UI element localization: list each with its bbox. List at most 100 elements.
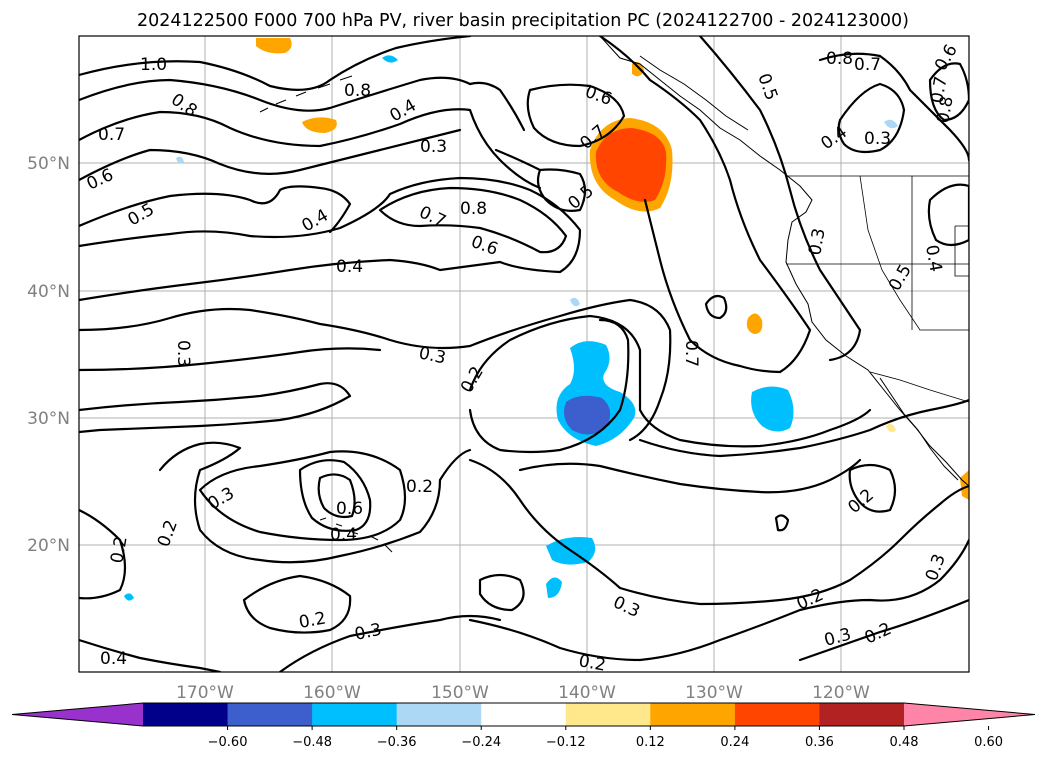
contour-line <box>79 347 382 372</box>
contour-line <box>704 294 728 320</box>
positive-anomaly-small1 <box>746 313 763 334</box>
contour-label: 0.8 <box>933 95 957 125</box>
colorbar-tick-label: 0.48 <box>890 735 919 750</box>
colorbar-extend-low <box>12 703 143 726</box>
contour-line <box>278 614 502 672</box>
contour-line <box>158 441 472 564</box>
contour-line <box>79 382 352 434</box>
map-background <box>79 36 969 672</box>
contour-line <box>198 450 407 542</box>
lon-label: 160°W <box>303 683 361 703</box>
contour-line <box>468 81 542 172</box>
colorbar-tick-label: 0.36 <box>805 735 834 750</box>
contour-line <box>79 508 127 600</box>
contour-line <box>79 76 472 112</box>
colorbar: −0.60 −0.48 −0.36 −0.24 −0.12 0.12 0.24 0.36 0.4… <box>11 702 1036 750</box>
contour-label: 0.8 <box>344 81 371 101</box>
contour-label: 0.4 <box>100 649 127 669</box>
colorbar-segment <box>565 703 651 726</box>
contour-line <box>79 185 352 234</box>
lon-label: 120°W <box>812 683 870 703</box>
contour-line <box>526 83 626 148</box>
colorbar-tick-label: −0.60 <box>208 735 248 750</box>
aleutian-islands <box>259 75 353 113</box>
contour-line <box>317 473 356 519</box>
colorbar-tick-label: −0.24 <box>461 735 501 750</box>
contour-line <box>242 574 352 634</box>
map-title: 2024122500 F000 700 hPa PV, river basin … <box>137 11 909 31</box>
contour-label: 0.3 <box>420 137 447 157</box>
contour-line <box>518 458 862 494</box>
contour-line <box>79 176 582 274</box>
contour-line <box>79 258 502 302</box>
colorbar-segment <box>227 703 313 726</box>
contour-line <box>378 186 568 254</box>
negative-anomaly-small4 <box>570 297 580 307</box>
contour-label: 0.4 <box>336 257 363 277</box>
colorbar-outline <box>11 702 1036 727</box>
contour-line <box>478 573 525 612</box>
contour-label: 0.7 <box>681 340 701 367</box>
lon-label: 130°W <box>685 683 743 703</box>
contour-label: 0.2 <box>297 609 327 633</box>
contour-line <box>468 314 872 448</box>
contour-label: 0.7 <box>927 75 951 105</box>
negative-anomaly-central-core <box>564 395 611 435</box>
contour-line <box>928 62 969 122</box>
contour-line <box>698 36 862 362</box>
contour-label: 0.7 <box>854 55 881 75</box>
contour-line <box>468 538 969 662</box>
colorbar-extend-high <box>904 703 1035 726</box>
state-border-2 <box>859 175 969 331</box>
colorbar-tick-label: −0.48 <box>292 735 332 750</box>
contour-line <box>468 458 969 606</box>
positive-anomaly-gulf-alaska-core <box>595 128 667 202</box>
positive-anomaly-aleutian <box>302 117 337 133</box>
lon-label: 140°W <box>558 683 616 703</box>
contour-line <box>837 82 906 154</box>
positive-anomaly-mexico <box>960 470 969 500</box>
colorbar-tick-label: 0.60 <box>974 735 1003 750</box>
contour-label: 0.3 <box>805 227 829 257</box>
contour-label: 0.2 <box>107 535 131 565</box>
lat-label: 50°N <box>27 154 70 174</box>
colorbar-tick-label: 0.24 <box>720 735 749 750</box>
colorbar-segment <box>734 703 820 726</box>
hawaii-islands <box>319 517 393 553</box>
latitude-labels: 50°N 40°N 30°N 20°N <box>27 154 70 556</box>
contour-label: 0.2 <box>406 477 433 497</box>
negative-anomaly-small5 <box>176 156 184 164</box>
negative-anomaly-small2 <box>884 119 898 129</box>
precipitation-shading <box>124 38 969 601</box>
longitude-labels: 170°W 160°W 150°W 140°W 130°W 120°W <box>176 683 870 703</box>
contour-label: 0.7 <box>98 125 125 145</box>
negative-anomaly-small3 <box>124 593 134 601</box>
colorbar-segment <box>481 703 567 726</box>
contour-line <box>774 514 790 532</box>
contour-line <box>798 598 969 662</box>
contour-label: 0.8 <box>460 199 487 219</box>
contour-line <box>818 52 969 162</box>
positive-anomaly-nw <box>256 38 292 54</box>
contour-line <box>468 318 630 454</box>
lat-label: 20°N <box>27 536 70 556</box>
contour-label: 0.6 <box>336 499 363 519</box>
contour-label: 0.3 <box>864 129 891 149</box>
positive-anomaly-small3 <box>886 423 896 433</box>
colorbar-segment <box>143 703 229 726</box>
colorbar-tick-label: −0.36 <box>377 735 417 750</box>
contour-label: 0.4 <box>921 243 945 273</box>
negative-anomaly-east <box>751 386 794 432</box>
colorbar-segment <box>396 703 482 726</box>
positive-anomaly-small2 <box>632 62 644 77</box>
contour-label: 0.8 <box>826 49 853 69</box>
contour-line <box>298 459 372 532</box>
contour-line <box>848 463 897 513</box>
colorbar-tick-label: −0.12 <box>546 735 586 750</box>
pv-contours <box>79 36 969 672</box>
inner-coast <box>639 55 749 131</box>
us-mexico-border <box>869 371 969 403</box>
lon-label: 170°W <box>176 683 234 703</box>
contour-label: 0.3 <box>173 340 193 367</box>
